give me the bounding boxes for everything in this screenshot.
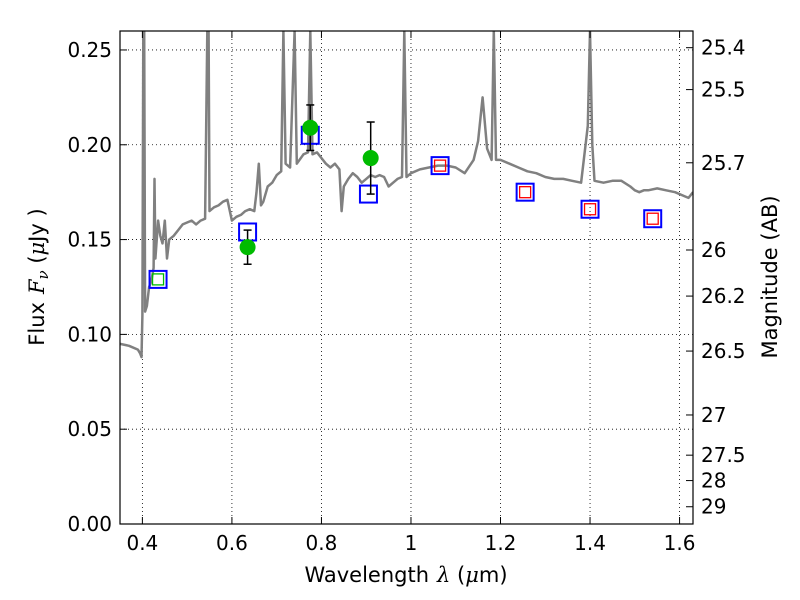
x-axis-label: Wavelength λ (μm) bbox=[304, 563, 507, 587]
open-square-blue-marker bbox=[358, 184, 378, 204]
y-tick-label: 0.15 bbox=[67, 228, 112, 252]
open-square-red-marker bbox=[433, 159, 447, 172]
right-tick-label: 27 bbox=[701, 403, 726, 427]
plot-area bbox=[120, 31, 693, 359]
green-circle-marker bbox=[362, 150, 379, 167]
x-tick-label: 0.6 bbox=[216, 531, 248, 555]
open-square-red-marker bbox=[646, 212, 659, 225]
x-tick-label: 1.6 bbox=[664, 531, 696, 555]
markers bbox=[148, 104, 663, 289]
x-tick-label: 1.4 bbox=[574, 531, 606, 555]
open-square-blue-marker bbox=[643, 209, 663, 229]
plot-frame bbox=[119, 30, 694, 525]
right-tick-label: 26.5 bbox=[701, 339, 746, 363]
y-tick-label: 0.20 bbox=[67, 133, 112, 157]
open-square-red-marker bbox=[518, 186, 532, 199]
green-circle-marker bbox=[239, 239, 256, 256]
open-square-blue-marker bbox=[580, 199, 600, 219]
y-tick-label: 0.10 bbox=[67, 322, 112, 346]
x-tick-label: 0.4 bbox=[126, 531, 158, 555]
y-axis-label: FluxFν (μJy ) bbox=[25, 208, 52, 345]
open-square-green-marker bbox=[151, 273, 165, 286]
right-tick-label: 27.5 bbox=[701, 443, 746, 467]
y-tick-label: 0.05 bbox=[67, 417, 112, 441]
open-square-blue-marker bbox=[430, 156, 450, 176]
right-tick-label: 25.5 bbox=[701, 78, 746, 102]
open-square-blue-marker bbox=[515, 182, 535, 202]
x-tick-label: 0.8 bbox=[306, 531, 338, 555]
right-tick-label: 26 bbox=[701, 238, 726, 262]
x-tick-label: 1.2 bbox=[485, 531, 517, 555]
right-tick-label: 25.7 bbox=[701, 151, 746, 175]
right-tick-label: 29 bbox=[701, 495, 726, 519]
open-square-blue-marker bbox=[148, 269, 168, 289]
right-tick-label: 25.4 bbox=[701, 36, 746, 60]
green-circle-marker bbox=[302, 119, 319, 136]
y-axis-label-right: Magnitude (AB) bbox=[758, 195, 782, 358]
y-tick-label: 0.25 bbox=[67, 38, 112, 62]
open-square-red-marker bbox=[583, 203, 597, 216]
spectrum-line bbox=[120, 31, 693, 359]
right-tick-label: 26.2 bbox=[701, 284, 746, 308]
y-tick-label: 0.00 bbox=[67, 512, 112, 536]
ticks: 0.4 0.6 0.8 1 1.2 1.4 1.6 0.00 0.05 0.10 0.15 0.20 0… bbox=[67, 31, 746, 555]
x-tick-label: 1 bbox=[405, 531, 418, 555]
right-tick-label: 28 bbox=[701, 469, 726, 493]
